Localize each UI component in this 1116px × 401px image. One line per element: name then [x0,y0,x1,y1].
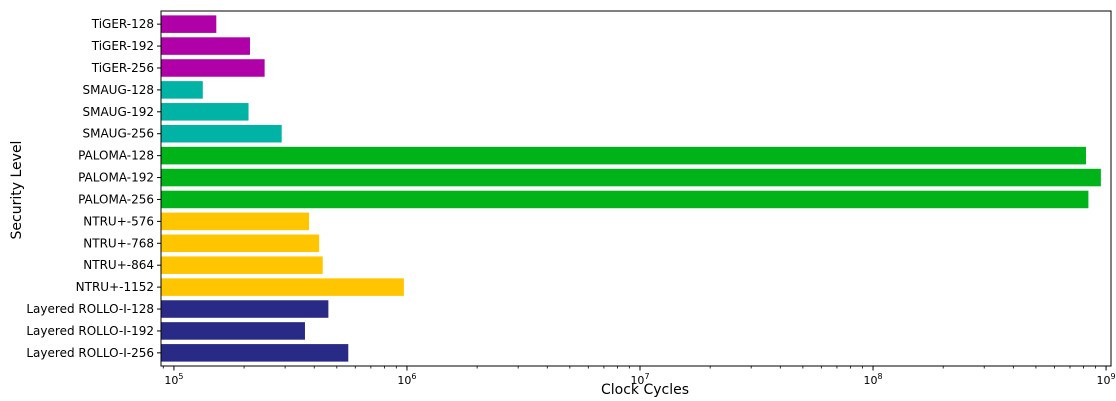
y-tick-label: SMAUG-192 [83,105,155,119]
y-tick-label: NTRU+-768 [83,236,154,250]
y-tick-label: TiGER-192 [91,39,154,53]
bar [161,256,323,274]
y-tick-label: Layered ROLLO-I-128 [26,302,154,316]
y-tick-label: SMAUG-128 [83,83,155,97]
y-axis-title: Security Level [9,140,25,240]
bar [161,300,329,318]
y-tick-label: PALOMA-128 [78,149,154,163]
x-tick-label: 108 [863,372,882,387]
y-tick-label: NTRU+-576 [83,214,154,228]
x-tick-label: 106 [397,372,416,387]
x-tick-label: 107 [630,372,649,387]
y-tick-label: SMAUG-256 [83,127,155,141]
y-tick-label: NTRU+-1152 [76,280,154,294]
bar [161,103,249,121]
bar [161,344,349,362]
bar [161,81,203,99]
y-tick-label: TiGER-128 [91,17,154,31]
bar [161,15,217,33]
x-tick-label: 105 [164,372,183,387]
bar [161,190,1089,209]
bar [161,59,265,77]
x-tick-label: 109 [1097,372,1116,387]
bar [161,124,282,143]
bar [161,278,404,296]
y-tick-label: PALOMA-256 [78,192,154,206]
x-axis-title: Clock Cycles [600,382,690,398]
y-tick-label: PALOMA-192 [78,171,154,185]
y-tick-label: NTRU+-864 [83,258,154,272]
bar [161,168,1101,187]
bar [161,146,1086,165]
y-tick-label: TiGER-256 [91,61,154,75]
bar [161,322,305,340]
y-tick-label: Layered ROLLO-I-192 [26,324,154,338]
plot-frame [160,10,1112,367]
bar [161,234,320,253]
y-tick-label: Layered ROLLO-I-256 [26,346,154,360]
bar [161,212,310,231]
bar [161,37,250,55]
